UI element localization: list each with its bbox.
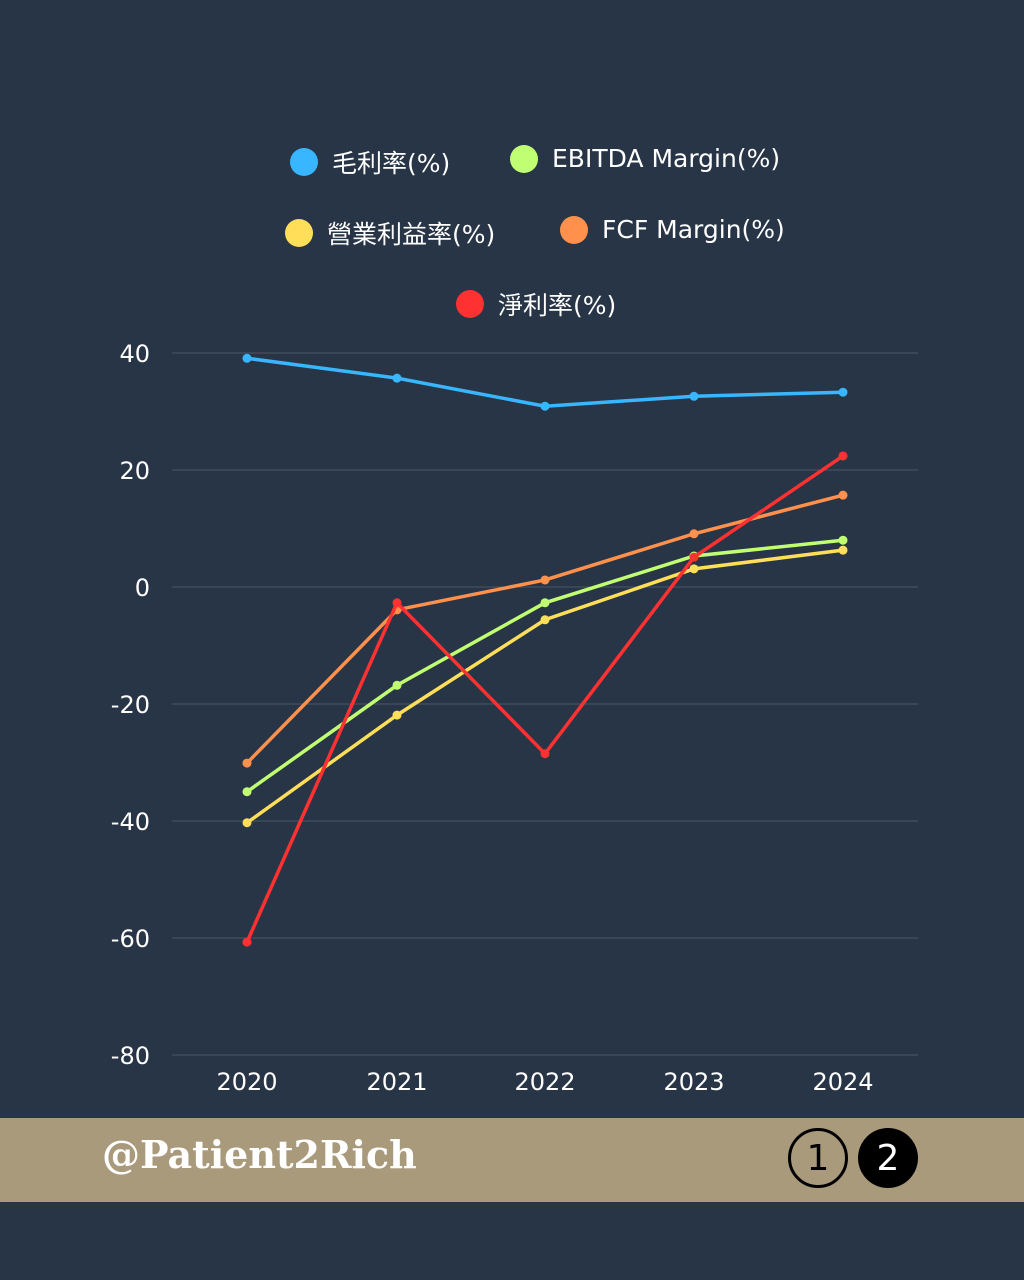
legend-label: 淨利率(%) xyxy=(498,291,617,320)
data-point xyxy=(540,575,550,585)
x-tick-label: 2022 xyxy=(514,1068,575,1096)
y-tick-label: 0 xyxy=(135,574,150,602)
line-chart: 40 20 0 -20 -40 -60 -80 2020 2021 2022 2023 2024 xyxy=(111,340,918,1096)
legend-dot xyxy=(290,148,318,176)
y-tick-label: 20 xyxy=(119,457,150,485)
data-point xyxy=(242,937,252,947)
data-point xyxy=(689,564,699,574)
legend-dot xyxy=(285,219,313,247)
legend-dot xyxy=(456,290,484,318)
data-point xyxy=(392,710,402,720)
y-tick-label: -40 xyxy=(111,808,150,836)
legend-label: 營業利益率(%) xyxy=(327,220,496,249)
author-handle: @Patient2Rich xyxy=(102,1132,417,1177)
series-line-4 xyxy=(245,454,844,943)
data-point xyxy=(689,529,699,539)
page-1-button[interactable]: 1 xyxy=(788,1128,848,1188)
x-tick-label: 2024 xyxy=(812,1068,873,1096)
data-point xyxy=(392,598,402,608)
data-point xyxy=(392,680,402,690)
data-point xyxy=(242,353,252,363)
legend-dot xyxy=(560,215,588,244)
data-point xyxy=(838,490,848,500)
series-line-2 xyxy=(245,548,844,825)
x-tick-label: 2020 xyxy=(216,1068,277,1096)
legend-dot xyxy=(510,144,538,173)
data-point xyxy=(242,758,252,768)
footer-bar: @Patient2Rich 1 2 xyxy=(0,1118,1024,1202)
x-tick-label: 2023 xyxy=(663,1068,724,1096)
y-tick-label: -80 xyxy=(111,1042,150,1070)
data-point xyxy=(838,387,848,397)
legend-item-gross-margin: 毛利率(%) xyxy=(290,144,450,180)
data-point xyxy=(242,787,252,797)
data-point xyxy=(838,451,848,461)
series-line-0 xyxy=(246,356,844,408)
legend-label: 毛利率(%) xyxy=(332,149,451,178)
x-tick-label: 2021 xyxy=(366,1068,427,1096)
data-point xyxy=(540,615,550,625)
data-point xyxy=(689,552,699,562)
legend-item-ebitda: EBITDA Margin(%) xyxy=(510,144,780,173)
data-point xyxy=(540,598,550,608)
y-tick-label: -20 xyxy=(111,691,150,719)
data-point xyxy=(242,818,252,828)
data-point xyxy=(838,535,848,545)
legend-label: EBITDA Margin(%) xyxy=(552,144,781,173)
legend-label: FCF Margin(%) xyxy=(602,215,785,244)
y-tick-label: -60 xyxy=(111,925,150,953)
legend-item-operating-margin: 營業利益率(%) xyxy=(285,215,495,251)
data-point xyxy=(838,545,848,555)
data-point xyxy=(392,373,402,383)
data-point xyxy=(540,749,550,759)
data-point xyxy=(689,391,699,401)
page-2-button[interactable]: 2 xyxy=(858,1128,918,1188)
legend-item-net-margin: 淨利率(%) xyxy=(456,286,616,322)
series-line-3 xyxy=(245,493,844,765)
legend-item-fcf: FCF Margin(%) xyxy=(560,215,785,244)
y-tick-label: 40 xyxy=(119,340,150,368)
data-point xyxy=(540,401,550,411)
